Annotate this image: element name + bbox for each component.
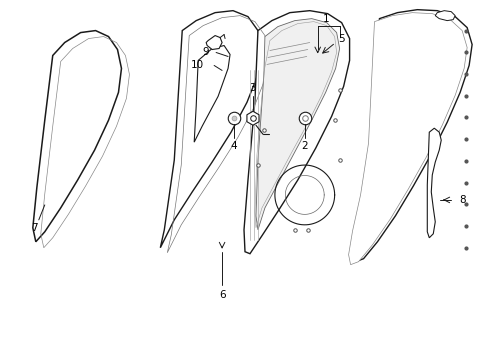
Polygon shape — [246, 111, 259, 125]
Polygon shape — [33, 31, 121, 242]
Polygon shape — [206, 36, 222, 50]
Polygon shape — [353, 10, 471, 262]
Text: 8: 8 — [458, 195, 465, 205]
Text: 6: 6 — [218, 289, 225, 300]
Polygon shape — [427, 128, 440, 238]
Text: 5: 5 — [338, 33, 344, 44]
Polygon shape — [194, 45, 229, 142]
Text: 3: 3 — [249, 84, 256, 93]
Polygon shape — [244, 11, 349, 254]
Text: 4: 4 — [230, 141, 237, 151]
Polygon shape — [160, 11, 262, 248]
Text: 10: 10 — [191, 60, 203, 71]
Text: 7: 7 — [31, 223, 38, 233]
Polygon shape — [434, 11, 454, 21]
Text: 2: 2 — [301, 141, 307, 151]
Text: 1: 1 — [322, 14, 328, 24]
Polygon shape — [348, 13, 466, 265]
Polygon shape — [255, 19, 339, 230]
Text: 9: 9 — [202, 48, 209, 58]
